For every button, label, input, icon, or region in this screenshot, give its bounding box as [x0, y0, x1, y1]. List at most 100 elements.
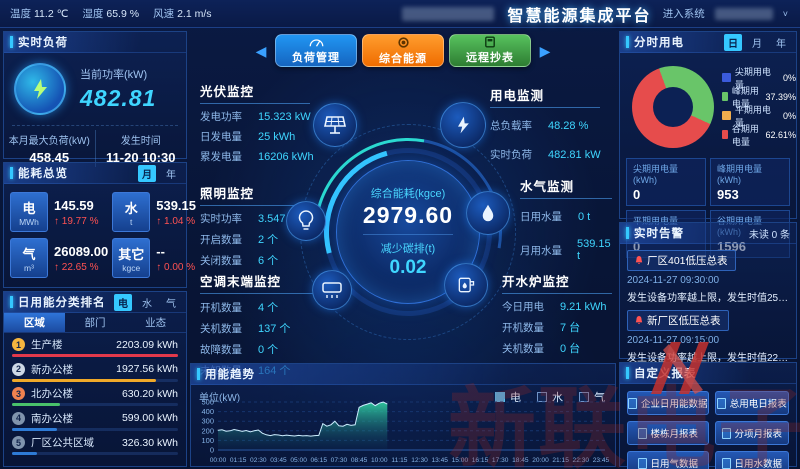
- boiler-icon: [444, 263, 488, 307]
- svg-text:13:45: 13:45: [431, 457, 448, 464]
- svg-text:11:15: 11:15: [391, 457, 407, 464]
- overview-electric-cell: 电 MWh 145.59 ↑ 19.77 %: [10, 192, 108, 232]
- svg-text:200: 200: [201, 426, 214, 435]
- weather-bar: 温度 11.2 ℃ 湿度 65.9 % 风速 2.1 m/s: [10, 6, 212, 21]
- alarm-item[interactable]: 新厂区低压总表 2024-11-27 09:15:00 发生设备功率越上限，发生…: [627, 310, 789, 364]
- panel-accent-bar: [10, 167, 13, 179]
- toggle-year[interactable]: 年: [166, 169, 176, 181]
- energy-overview-panel: 能耗总览 月 年 电 MWh 145.59 ↑ 19.77 % 水 t 539.…: [3, 162, 196, 288]
- document-icon: [637, 427, 647, 439]
- water-gas-monitor-section: 水气监测 日用水量 0 t 月用水量 539.15 t: [520, 176, 616, 262]
- panel-accent-bar: [626, 227, 629, 239]
- report-button-item-monthly[interactable]: 分项月报表: [714, 421, 789, 445]
- rank-medal-icon: 2: [12, 362, 25, 376]
- arrow-right-icon[interactable]: ▶: [539, 43, 551, 59]
- svg-text:06:15: 06:15: [311, 457, 328, 464]
- section-title: 光伏监控: [200, 81, 310, 104]
- legend-item: 尖期用电量 0%: [722, 67, 796, 90]
- toggle-day[interactable]: 日: [724, 33, 742, 51]
- arrow-left-icon[interactable]: ◀: [255, 43, 267, 59]
- max-load-cell: 本月最大负荷(kW) 458.45: [8, 136, 90, 165]
- daily-ranking-panel: 日用能分类排名 电 水 气 区域 部门 业态 1 生产楼 2203.09 kWh…: [3, 291, 187, 467]
- toggle-month[interactable]: 月: [138, 164, 156, 182]
- document-icon: [637, 457, 647, 469]
- document-icon: [716, 397, 726, 409]
- svg-text:100: 100: [201, 436, 214, 445]
- legend-swatch: [722, 111, 731, 120]
- humidity-readout: 湿度 65.9 %: [82, 8, 140, 20]
- toggle-electric[interactable]: 电: [114, 293, 132, 311]
- up-arrow-icon: ↑: [156, 215, 162, 227]
- tab-business[interactable]: 业态: [145, 317, 167, 329]
- svg-text:21:15: 21:15: [552, 457, 569, 464]
- report-button-daily-energy[interactable]: 企业日用能数据: [627, 391, 709, 415]
- toggle-water[interactable]: 水: [142, 298, 152, 310]
- nav-button-row: ◀ 负荷管理 综合能源 远程抄表 ▶: [190, 31, 616, 71]
- rank-bar: [12, 378, 157, 382]
- report-button-daily-water[interactable]: 日用水数据: [714, 451, 789, 469]
- rank-bar: [12, 427, 57, 431]
- trend-legend: 电 水 气: [495, 389, 605, 405]
- svg-text:02:30: 02:30: [250, 457, 267, 464]
- alarm-item[interactable]: 厂区401低压总表 2024-11-27 09:30:00 发生设备功率越上限，…: [627, 250, 789, 304]
- report-button-daily-gas[interactable]: 日用气数据: [627, 451, 709, 469]
- unit-label: 单位(kW): [199, 393, 241, 404]
- panel-accent-bar: [10, 36, 13, 48]
- divider: [363, 234, 453, 235]
- top-header: 温度 11.2 ℃ 湿度 65.9 % 风速 2.1 m/s 智慧能源集成平台 进入系…: [0, 0, 800, 28]
- svg-text:18:45: 18:45: [512, 457, 529, 464]
- section-title: 水气监测: [520, 176, 612, 199]
- toggle-month[interactable]: 月: [752, 38, 762, 50]
- svg-text:23:45: 23:45: [593, 457, 610, 464]
- lighting-monitor-section: 照明监控 实时功率 3.547 kW 开启数量 2 个 关闭数量 6 个: [200, 183, 350, 268]
- svg-text:03:45: 03:45: [270, 457, 287, 464]
- central-visualization: 综合能耗(kgce) 2979.60 减少碳排(t) 0.02 光伏监控 发电功…: [190, 73, 616, 377]
- occur-time-cell: 发生时间 11-20 10:30: [94, 130, 187, 167]
- total-energy-label: 综合能耗(kgce): [370, 188, 446, 200]
- ranking-row: 1 生产楼 2203.09 kWh: [12, 337, 178, 357]
- wind-readout: 风速 2.1 m/s: [153, 8, 212, 20]
- meter-icon: [485, 36, 495, 48]
- rank-medal-icon: 5: [12, 436, 25, 449]
- unread-count: 未读 0 条: [748, 229, 790, 241]
- svg-text:400: 400: [201, 407, 214, 416]
- section-title: 照明监控: [200, 183, 310, 206]
- document-icon: [721, 427, 731, 439]
- svg-text:16:15: 16:15: [472, 457, 489, 464]
- total-energy-value: 2979.60: [362, 202, 454, 228]
- panel-accent-bar: [197, 368, 200, 380]
- ranking-row: 4 南办公楼 599.00 kWh: [12, 411, 178, 431]
- panel-title: 日用能分类排名: [18, 297, 106, 309]
- water-tag: 水 t: [112, 192, 151, 232]
- svg-text:20:00: 20:00: [532, 457, 549, 464]
- toggle-year[interactable]: 年: [776, 38, 786, 50]
- toggle-gas[interactable]: 气: [166, 298, 176, 310]
- tab-region[interactable]: 区域: [4, 313, 65, 332]
- panel-accent-bar: [626, 36, 629, 48]
- rank-medal-icon: 4: [12, 411, 25, 425]
- tab-department[interactable]: 部门: [84, 317, 106, 329]
- svg-text:22:30: 22:30: [573, 457, 590, 464]
- legend-item: 峰期用电量 37.39%: [722, 86, 796, 109]
- svg-text:12:30: 12:30: [411, 457, 428, 464]
- rank-bar: [12, 354, 178, 357]
- carbon-reduction-label: 减少碳排(t): [380, 243, 436, 255]
- integrated-energy-button[interactable]: 综合能源: [362, 34, 444, 67]
- svg-text:08:45: 08:45: [351, 457, 368, 464]
- ranking-row: 3 北办公楼 630.20 kWh: [12, 386, 178, 406]
- alarm-bell-icon: [635, 256, 643, 265]
- report-button-daily-electric[interactable]: 总用电日报表: [714, 391, 789, 415]
- svg-text:00:00: 00:00: [210, 457, 227, 464]
- report-button-building-monthly[interactable]: 楼栋月报表: [627, 421, 709, 445]
- chevron-down-icon[interactable]: ˅: [782, 8, 788, 19]
- blurred-username[interactable]: [714, 7, 773, 20]
- remote-meter-button[interactable]: 远程抄表: [449, 34, 531, 67]
- ranking-row: 2 新办公楼 1927.56 kWh: [12, 362, 178, 382]
- load-management-button[interactable]: 负荷管理: [275, 34, 357, 67]
- enter-system-link[interactable]: 进入系统: [662, 8, 705, 20]
- gauge-icon: [309, 38, 323, 47]
- tou-legend: 尖期用电量 0% 峰期用电量 37.39% 平期用电量 0% 谷期用电量 62.61%: [722, 67, 796, 147]
- up-arrow-icon: ↑: [156, 261, 162, 273]
- overview-gas-cell: 气 m³ 26089.00 ↑ 22.65 %: [10, 238, 108, 278]
- tou-panel: 分时用电 日 月 年 尖期用电量 0% 峰期用电量 37.39% 平期用电量 0% 谷…: [619, 31, 797, 258]
